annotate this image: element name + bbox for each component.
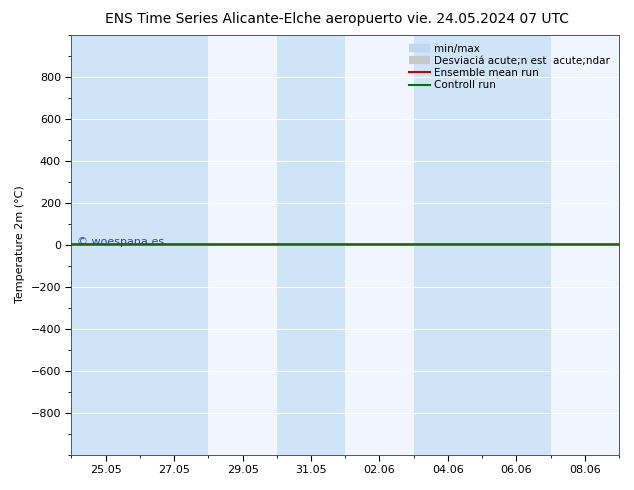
Text: © woespana.es: © woespana.es [77, 238, 164, 247]
Bar [140, 35, 209, 455]
Bar [482, 35, 550, 455]
Text: vie. 24.05.2024 07 UTC: vie. 24.05.2024 07 UTC [407, 12, 569, 26]
Text: ENS Time Series Alicante-Elche aeropuerto: ENS Time Series Alicante-Elche aeropuert… [105, 12, 403, 26]
Bar [277, 35, 346, 455]
Y-axis label: Temperature 2m (°C): Temperature 2m (°C) [15, 186, 25, 303]
Bar [413, 35, 482, 455]
Legend: min/max, Desviaciá acute;n est  acute;ndar, Ensemble mean run, Controll run: min/max, Desviaciá acute;n est acute;nda… [404, 40, 614, 95]
Bar [72, 35, 140, 455]
